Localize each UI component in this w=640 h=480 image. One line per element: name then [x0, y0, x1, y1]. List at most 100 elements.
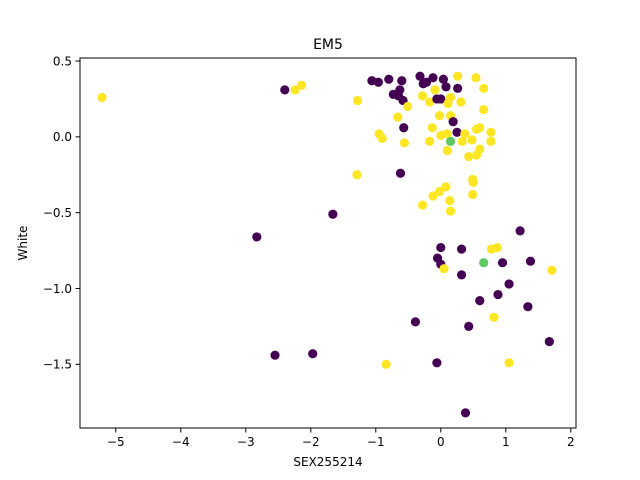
data-point: [504, 358, 514, 368]
data-point: [475, 123, 485, 133]
data-point: [442, 145, 452, 156]
data-point: [497, 258, 508, 268]
data-point: [252, 232, 262, 242]
data-point: [486, 127, 496, 137]
data-point: [373, 77, 383, 87]
data-point: [352, 170, 362, 180]
data-point: [308, 349, 318, 359]
data-point: [453, 71, 463, 81]
data-point: [430, 85, 440, 95]
data-point: [381, 359, 391, 369]
data-point: [460, 408, 471, 418]
data-point: [377, 133, 387, 143]
data-point: [434, 111, 445, 121]
data-point: [97, 92, 107, 103]
data-point: [493, 289, 503, 300]
data-point: [395, 85, 405, 95]
data-point: [410, 317, 421, 327]
data-point: [479, 258, 489, 268]
data-point: [468, 177, 478, 187]
data-point: [457, 136, 467, 146]
y-tick-label: −1.5: [43, 358, 72, 372]
data-point: [425, 136, 435, 146]
data-point: [445, 195, 455, 206]
data-point: [456, 97, 466, 107]
y-axis: −1.5 −1.0 −0.5 0.0 0.5: [43, 54, 80, 372]
y-tick-label: 0.5: [53, 54, 72, 68]
data-point: [352, 95, 363, 106]
data-point: [427, 123, 437, 133]
data-point: [432, 358, 442, 368]
data-point: [492, 242, 502, 253]
data-point: [523, 302, 533, 312]
data-point: [525, 256, 536, 266]
data-point: [395, 168, 406, 178]
data-point: [456, 244, 467, 254]
chart-title: EM5: [313, 37, 343, 53]
data-point: [439, 264, 449, 274]
data-point: [504, 279, 514, 289]
data-point: [460, 129, 470, 139]
data-point: [417, 91, 428, 101]
data-point: [428, 73, 438, 83]
data-point: [467, 135, 477, 145]
x-tick-label: −4: [172, 435, 190, 449]
x-axis-label: SEX255214: [293, 455, 362, 469]
y-axis-label: White: [16, 226, 30, 261]
data-point: [479, 104, 489, 115]
data-point: [421, 77, 432, 87]
data-point: [428, 191, 438, 201]
data-point: [297, 80, 307, 90]
data-point: [471, 73, 481, 83]
x-tick-label: 0: [437, 435, 445, 449]
data-point: [270, 350, 280, 360]
data-point: [479, 83, 489, 93]
data-point: [544, 336, 554, 347]
points-layer: [97, 71, 557, 418]
data-point: [393, 112, 403, 122]
data-point: [445, 206, 456, 216]
data-point: [489, 312, 499, 322]
data-point: [468, 189, 478, 200]
data-point: [471, 150, 482, 160]
data-point: [415, 71, 425, 81]
data-point: [486, 136, 496, 146]
data-point: [399, 138, 409, 148]
data-point: [280, 85, 290, 95]
data-point: [442, 129, 452, 139]
data-point: [434, 186, 445, 197]
plot-frame: [79, 57, 577, 429]
data-point: [515, 226, 525, 236]
data-point: [328, 209, 338, 219]
x-axis: −5 −4 −3 −2 −1 0 1 2: [107, 428, 575, 449]
data-point: [445, 136, 456, 146]
data-point: [475, 296, 485, 306]
data-point: [403, 101, 413, 112]
data-point: [441, 182, 451, 192]
data-point: [452, 127, 462, 137]
data-point: [384, 74, 394, 84]
data-point: [417, 200, 428, 210]
data-point: [438, 74, 448, 84]
y-tick-label: 0.0: [53, 130, 72, 144]
x-tick-label: −5: [107, 435, 125, 449]
x-tick-label: −3: [237, 435, 255, 449]
data-point: [453, 83, 463, 93]
x-tick-label: −1: [367, 435, 385, 449]
data-point: [464, 151, 474, 162]
x-tick-label: 2: [567, 435, 575, 449]
data-point: [290, 85, 300, 95]
y-tick-label: −1.0: [43, 282, 72, 296]
data-point: [441, 82, 451, 92]
y-tick-label: −0.5: [43, 206, 72, 220]
x-tick-label: −2: [302, 435, 320, 449]
data-point: [445, 92, 456, 103]
x-tick-label: 1: [502, 435, 510, 449]
data-point: [547, 265, 557, 275]
data-point: [397, 76, 407, 86]
data-point: [436, 94, 446, 104]
data-point: [436, 242, 446, 253]
data-point: [399, 123, 409, 133]
